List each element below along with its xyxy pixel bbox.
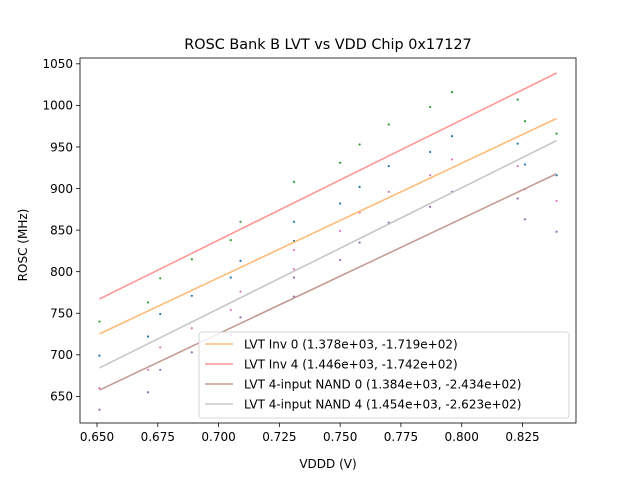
x-tick-label: 0.700 <box>201 430 235 444</box>
axes-frame <box>79 57 577 424</box>
scatter-point <box>523 120 527 123</box>
scatter-point <box>339 258 342 262</box>
y-tick-label: 800 <box>50 265 73 279</box>
x-tick-label: 0.650 <box>80 430 114 444</box>
scatter-point <box>450 90 454 94</box>
scatter-point <box>239 220 242 223</box>
scatter-point <box>292 276 296 279</box>
legend-label: LVT Inv 4 (1.446e+03, -1.742e+02) <box>244 358 458 372</box>
scatter-point <box>429 105 432 109</box>
axes: 0.650 0.675 0.700 0.725 0.750 0.775 0.800 0.825… <box>42 57 577 444</box>
x-tick-label: 0.725 <box>262 430 296 444</box>
legend-label: LVT 4-input NAND 4 (1.454e+03, -2.623e+0… <box>244 398 521 412</box>
scatter-point <box>190 294 193 297</box>
scatter-point <box>516 164 519 168</box>
scatter-point <box>339 229 342 233</box>
x-tick-label: 0.800 <box>445 430 479 444</box>
y-tick-label: 700 <box>50 348 73 362</box>
scatter-point <box>339 161 342 164</box>
scatter-point <box>98 386 101 390</box>
scatter-point <box>358 185 361 188</box>
scatter-point <box>239 259 242 262</box>
scatter-point <box>190 327 193 330</box>
chart-title: ROSC Bank B LVT vs VDD Chip 0x17127 <box>184 37 471 53</box>
x-tick-label: 0.825 <box>505 430 539 444</box>
scatter-point <box>229 276 232 279</box>
fit-line-1 <box>99 72 557 300</box>
y-axis-label: ROSC (MHz) <box>16 209 30 282</box>
scatter-point <box>159 312 162 316</box>
scatter-point <box>387 164 390 168</box>
scatter-point <box>190 351 193 354</box>
scatter-point <box>516 142 519 145</box>
x-tick-label: 0.775 <box>384 430 418 444</box>
scatter-point <box>146 391 150 394</box>
scatter-point <box>98 408 101 411</box>
y-tick-label: 650 <box>50 390 73 404</box>
x-tick-label: 0.675 <box>141 430 175 444</box>
scatter-point <box>523 218 527 221</box>
legend-box <box>198 331 570 419</box>
scatter-point <box>146 368 150 371</box>
scatter-point <box>98 320 101 323</box>
scatter-point <box>555 199 558 203</box>
scatter-point <box>555 132 558 135</box>
scatter-point <box>292 180 296 183</box>
scatter-point <box>292 248 296 252</box>
legend: LVT Inv 0 (1.378e+03, -1.719e+02) LVT Inv… <box>198 331 570 419</box>
scatter-point <box>523 163 527 166</box>
scatter-point <box>146 335 150 338</box>
y-tick-label: 1050 <box>42 57 73 71</box>
scatter-point <box>339 202 342 205</box>
scatter-point <box>292 268 296 271</box>
scatter-point <box>429 205 432 208</box>
scatter-point <box>555 230 558 233</box>
scatter-point <box>358 143 361 146</box>
x-tick-label: 0.750 <box>323 430 357 444</box>
legend-label: LVT 4-input NAND 0 (1.384e+03, -2.434e+0… <box>244 378 521 392</box>
scatter-point <box>229 308 232 312</box>
scatter-point <box>387 190 390 193</box>
scatter-point <box>159 277 162 280</box>
scatter-point <box>358 241 361 244</box>
scatter-point <box>516 98 519 101</box>
scatter-point <box>239 290 242 293</box>
scatter-point <box>450 135 454 138</box>
scatter-point <box>146 301 150 304</box>
fit-line-2 <box>99 173 557 391</box>
scatter-point <box>516 197 519 200</box>
scatter-point <box>98 354 101 357</box>
scatter-point <box>190 258 193 261</box>
scatter-point <box>450 158 454 161</box>
x-axis-label: VDDD (V) <box>299 457 356 471</box>
scatter-point <box>429 150 432 154</box>
scatter-point <box>429 174 432 177</box>
plot-area <box>98 72 558 411</box>
y-tick-label: 1000 <box>42 99 73 113</box>
y-tick-label: 900 <box>50 182 73 196</box>
scatter-point <box>229 238 232 242</box>
fit-line-3 <box>99 139 557 369</box>
scatter-point <box>159 346 162 349</box>
y-tick-label: 950 <box>50 140 73 154</box>
fit-line-0 <box>99 117 557 335</box>
y-tick-label: 850 <box>50 223 73 237</box>
legend-label: LVT Inv 0 (1.378e+03, -1.719e+02) <box>244 338 458 352</box>
scatter-point <box>239 316 242 319</box>
scatter-point <box>292 220 296 223</box>
y-tick-label: 750 <box>50 307 73 321</box>
scatter-point <box>159 368 162 371</box>
scatter-point <box>387 123 390 126</box>
